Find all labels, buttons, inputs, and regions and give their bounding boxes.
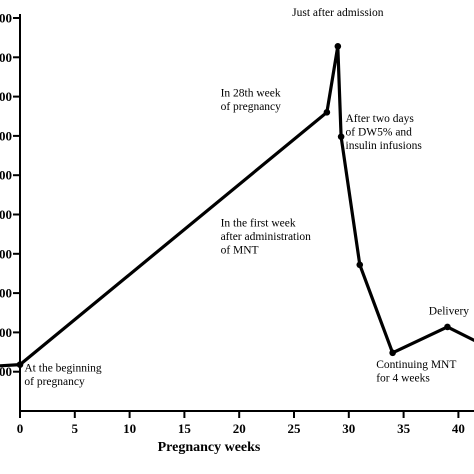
annotations: Just after admission In 28th week of pregn…: [24, 7, 469, 388]
x-tick-label: 25: [288, 421, 302, 436]
x-tick-label: 20: [233, 421, 246, 436]
x-axis-label: Pregnancy weeks: [158, 440, 261, 455]
axes: [19, 14, 474, 412]
x-tick-label: 5: [72, 421, 79, 436]
x-tick-label: 10: [123, 421, 136, 436]
y-tick-label: 00: [0, 50, 12, 65]
data-point: [323, 109, 331, 116]
y-tick-label: 00: [0, 325, 12, 340]
series-group: [0, 42, 474, 368]
point-annotation: Continuing MNT for 4 weeks: [376, 359, 456, 385]
data-point: [334, 42, 342, 50]
y-tick-label: 00: [0, 364, 12, 379]
point-annotation: In 28th week of pregnancy: [221, 88, 282, 114]
point-annotation: Delivery: [429, 306, 469, 318]
point-annotation: After two days of DW5% and insulin infusio…: [346, 113, 423, 152]
y-tick-label: 00: [0, 168, 12, 183]
data-point: [337, 133, 345, 140]
x-tick-label: 15: [178, 421, 192, 436]
y-tick-label: 00: [0, 128, 12, 143]
data-point: [356, 261, 364, 269]
data-point: [16, 361, 24, 368]
y-tick-label: 00: [0, 246, 12, 261]
y-tick-label: 00: [0, 207, 12, 222]
x-tick-label: 40: [452, 421, 465, 436]
y-tick-label: 00: [0, 286, 12, 301]
y-tick-label: 00: [0, 89, 12, 104]
y-tick-label: 00: [0, 11, 12, 26]
point-annotation: Just after admission: [292, 7, 384, 19]
data-point: [389, 349, 396, 357]
x-axis-ticks: 0 5 10 15 20 25 30 35 40: [17, 411, 465, 436]
x-tick-label: 30: [342, 421, 355, 436]
x-tick-label: 0: [17, 421, 24, 436]
y-axis-ticks: 00 00 00 00 00 00 00 00 00 00: [0, 11, 20, 379]
point-annotation: At the beginning of pregnancy: [24, 363, 102, 389]
point-annotation: In the first week after administration of …: [221, 217, 312, 256]
x-tick-label: 35: [397, 421, 411, 436]
data-point: [444, 323, 451, 331]
